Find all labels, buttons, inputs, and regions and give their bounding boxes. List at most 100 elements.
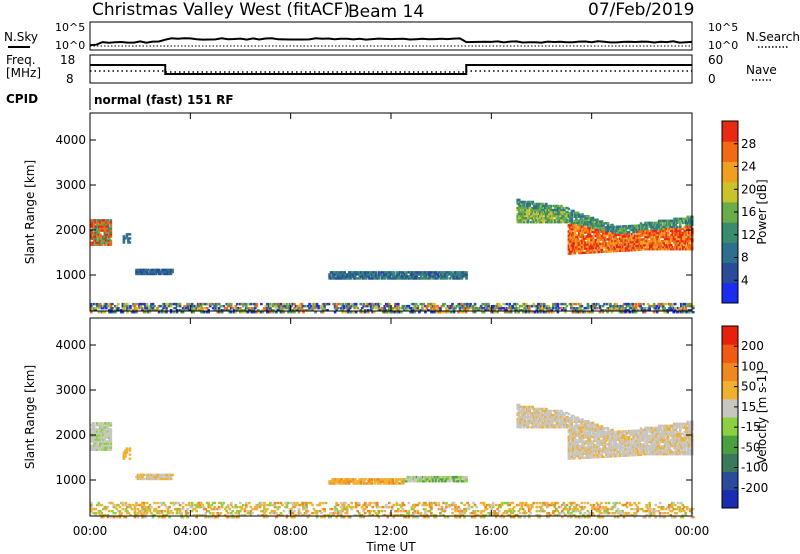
power-cell bbox=[109, 243, 113, 246]
power-cell bbox=[645, 245, 649, 249]
velocity-cell bbox=[100, 448, 104, 451]
velocity-cell bbox=[229, 511, 233, 515]
power-cell bbox=[663, 302, 667, 306]
velocity-cell bbox=[561, 423, 565, 427]
power-cell bbox=[335, 277, 339, 280]
power-cell bbox=[552, 306, 555, 310]
power-cell bbox=[109, 227, 113, 230]
velocity-cell bbox=[517, 426, 521, 429]
power-cell bbox=[689, 219, 693, 223]
velocity-cell bbox=[414, 475, 417, 479]
power-cell bbox=[141, 306, 144, 310]
power-cell bbox=[103, 233, 107, 236]
velocity-cell bbox=[314, 511, 317, 515]
power-cell bbox=[377, 302, 381, 306]
velocity-cell bbox=[352, 480, 355, 483]
power-cell bbox=[606, 246, 610, 249]
velocity-cell bbox=[643, 509, 647, 513]
power-cell bbox=[540, 212, 544, 216]
velocity-cell bbox=[482, 501, 486, 505]
power-cell bbox=[499, 304, 502, 308]
velocity-cell bbox=[99, 434, 102, 437]
power-cell bbox=[366, 308, 370, 312]
power-cell bbox=[635, 240, 638, 244]
velocity-cell bbox=[352, 478, 355, 481]
power-cell bbox=[111, 302, 114, 306]
power-cell bbox=[560, 208, 563, 212]
velocity-cell bbox=[491, 501, 495, 505]
power-cell bbox=[400, 271, 404, 274]
velocity-cell bbox=[610, 505, 614, 509]
power-cell bbox=[635, 226, 638, 229]
power-cell bbox=[594, 244, 598, 248]
power-cell bbox=[648, 304, 651, 308]
power-cell bbox=[528, 206, 532, 210]
power-cell bbox=[252, 306, 256, 310]
power-cell bbox=[381, 311, 385, 314]
velocity-cell bbox=[535, 409, 539, 413]
power-cell bbox=[145, 306, 149, 310]
velocity-cell bbox=[534, 417, 538, 421]
power-cell bbox=[597, 224, 601, 227]
power-cell bbox=[557, 216, 560, 220]
power-cell bbox=[499, 308, 502, 312]
power-cell bbox=[590, 218, 593, 222]
power-cell bbox=[439, 308, 442, 312]
velocity-cell bbox=[545, 413, 548, 417]
velocity-cell bbox=[379, 478, 383, 481]
power-cell bbox=[372, 311, 376, 314]
power-cell bbox=[692, 311, 695, 314]
power-cell bbox=[588, 229, 592, 232]
velocity-cell bbox=[100, 442, 104, 445]
velocity-cell bbox=[266, 507, 269, 511]
velocity-cell bbox=[100, 432, 104, 435]
velocity-cell bbox=[160, 509, 164, 513]
velocity-cell bbox=[93, 440, 96, 443]
power-cell bbox=[590, 249, 593, 252]
power-cell bbox=[521, 311, 525, 314]
velocity-cell bbox=[531, 419, 535, 423]
velocity-cell bbox=[154, 475, 158, 479]
velocity-cell bbox=[451, 501, 454, 505]
power-cell bbox=[103, 237, 107, 240]
velocity-cell bbox=[535, 413, 539, 417]
velocity-cell bbox=[160, 477, 164, 481]
velocity-cell bbox=[345, 507, 349, 511]
power-cell bbox=[525, 204, 529, 208]
velocity-cell bbox=[400, 505, 403, 509]
power-cell bbox=[597, 220, 601, 223]
power-cell bbox=[647, 229, 650, 233]
power-cell bbox=[684, 229, 688, 233]
velocity-cell bbox=[199, 501, 203, 505]
velocity-cell bbox=[460, 513, 463, 517]
velocity-cell bbox=[106, 424, 110, 427]
power-cell bbox=[100, 235, 104, 238]
power-cell bbox=[615, 227, 619, 230]
velocity-cell bbox=[102, 426, 105, 429]
power-cell bbox=[377, 271, 381, 274]
velocity-cell bbox=[193, 507, 197, 511]
power-cell bbox=[674, 223, 678, 227]
velocity-cell bbox=[386, 513, 390, 517]
velocity-cell bbox=[93, 436, 96, 439]
power-cell bbox=[442, 311, 445, 314]
power-cell bbox=[589, 304, 593, 308]
velocity-cell bbox=[168, 475, 171, 479]
power-cell bbox=[422, 302, 426, 306]
velocity-cell bbox=[444, 477, 447, 481]
velocity-cell bbox=[135, 475, 138, 479]
velocity-cell bbox=[663, 511, 667, 515]
velocity-cell bbox=[90, 424, 93, 427]
power-cell bbox=[597, 302, 600, 306]
power-cell bbox=[599, 230, 602, 233]
power-cell bbox=[102, 306, 105, 310]
power-cell bbox=[689, 245, 693, 249]
power-cell bbox=[678, 248, 682, 251]
power-cell bbox=[419, 302, 423, 306]
power-cell bbox=[590, 237, 593, 240]
power-cell bbox=[648, 239, 652, 243]
power-cell bbox=[639, 306, 642, 310]
power-cell bbox=[192, 304, 195, 308]
power-cell bbox=[680, 217, 684, 221]
velocity-cell bbox=[133, 513, 137, 517]
